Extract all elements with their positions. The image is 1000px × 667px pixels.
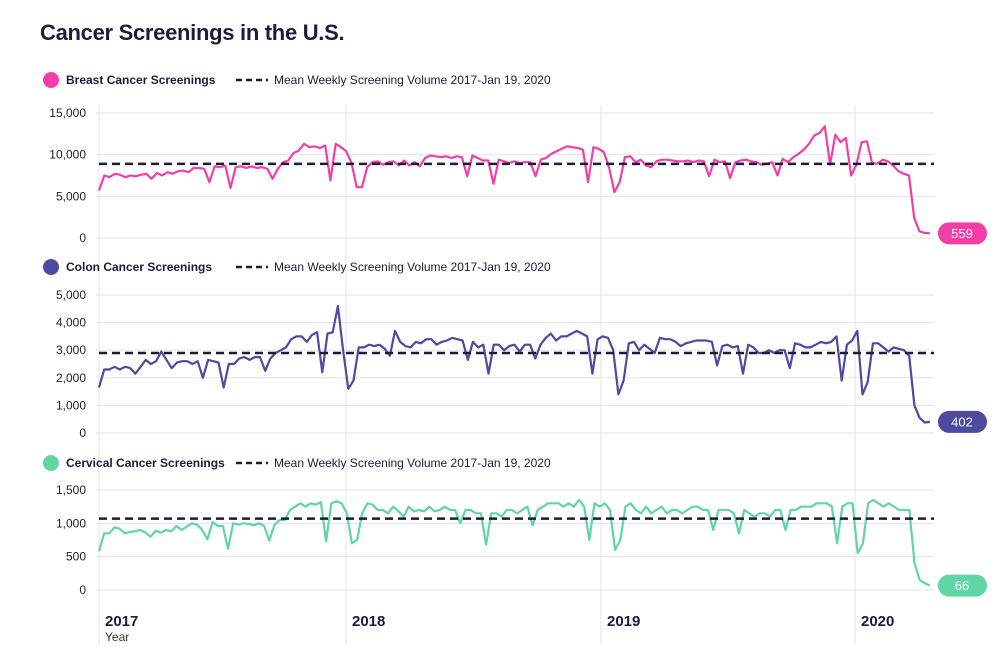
breast-legend-swatch [43, 72, 59, 88]
breast-last-value-badge [938, 222, 987, 245]
cervical-series-line [97, 498, 931, 587]
colon-y-tick-label: 3,000 [56, 343, 86, 357]
cervical-last-value-label: 66 [955, 578, 969, 593]
breast-y-tick-label: 15,000 [49, 106, 86, 120]
breast-y-tick-label: 5,000 [56, 189, 86, 203]
chart-title: Cancer Screenings in the U.S. [40, 20, 345, 45]
x-tick-label-2017: 2017 [105, 613, 138, 630]
cervical-y-tick-label: 1,500 [56, 483, 86, 497]
cervical-mean-legend-label: Mean Weekly Screening Volume 2017-Jan 19… [274, 456, 551, 470]
cervical-legend-label: Cervical Cancer Screenings [66, 456, 225, 470]
x-tick-label-2018: 2018 [352, 613, 385, 630]
breast-mean-legend-label: Mean Weekly Screening Volume 2017-Jan 19… [274, 73, 551, 87]
x-tick-label-2020: 2020 [861, 613, 894, 630]
colon-legend-swatch [43, 259, 59, 275]
breast-y-tick-label: 10,000 [49, 148, 86, 162]
colon-last-value-badge [938, 410, 987, 433]
colon-mean-legend-label: Mean Weekly Screening Volume 2017-Jan 19… [274, 260, 551, 274]
breast-legend-label: Breast Cancer Screenings [66, 73, 216, 87]
breast-y-tick-label: 0 [79, 231, 86, 245]
colon-y-tick-label: 5,000 [56, 288, 86, 302]
cervical-last-value-badge [938, 574, 987, 597]
colon-y-tick-label: 1,000 [56, 398, 86, 412]
colon-y-tick-label: 4,000 [56, 316, 86, 330]
colon-last-value-label: 402 [951, 414, 973, 429]
colon-series-line [97, 304, 931, 424]
colon-y-tick-label: 0 [79, 426, 86, 440]
cervical-legend-swatch [43, 455, 59, 471]
colon-legend-label: Colon Cancer Screenings [66, 260, 212, 274]
breast-series-line [97, 125, 931, 235]
cervical-y-tick-label: 0 [79, 583, 86, 597]
cervical-y-tick-label: 1,000 [56, 516, 86, 530]
x-axis-title: Year [105, 630, 129, 644]
breast-last-value-label: 559 [951, 226, 973, 241]
cervical-y-tick-label: 500 [66, 550, 86, 564]
colon-y-tick-label: 2,000 [56, 371, 86, 385]
x-tick-label-2019: 2019 [607, 613, 640, 630]
